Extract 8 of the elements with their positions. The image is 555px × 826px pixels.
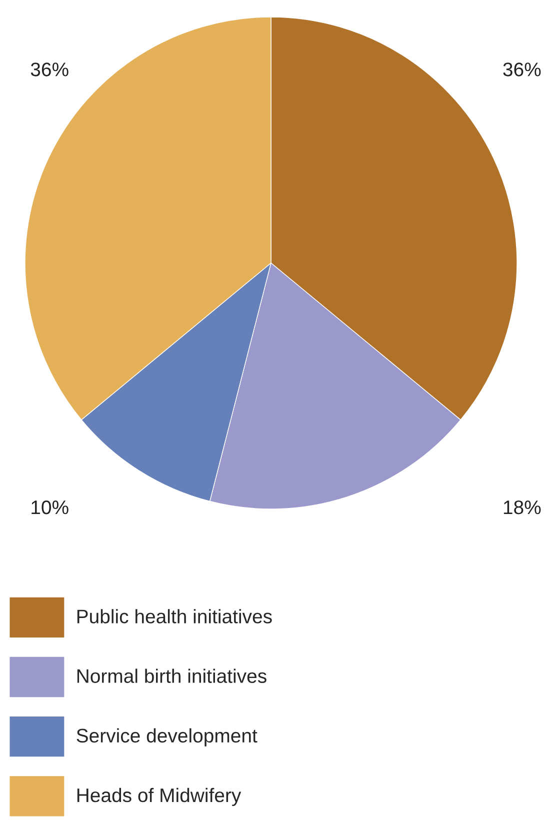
legend-label: Normal birth initiatives bbox=[77, 668, 266, 683]
legend-label: Service development bbox=[76, 728, 258, 746]
data-label: 36% bbox=[503, 62, 541, 76]
data-label: 36% bbox=[30, 62, 68, 76]
legend-label: Public health initiatives bbox=[77, 609, 272, 624]
data-label: 10% bbox=[32, 500, 68, 514]
data-label: 18% bbox=[504, 500, 541, 514]
legend-label: Heads of Midwifery bbox=[77, 788, 242, 806]
